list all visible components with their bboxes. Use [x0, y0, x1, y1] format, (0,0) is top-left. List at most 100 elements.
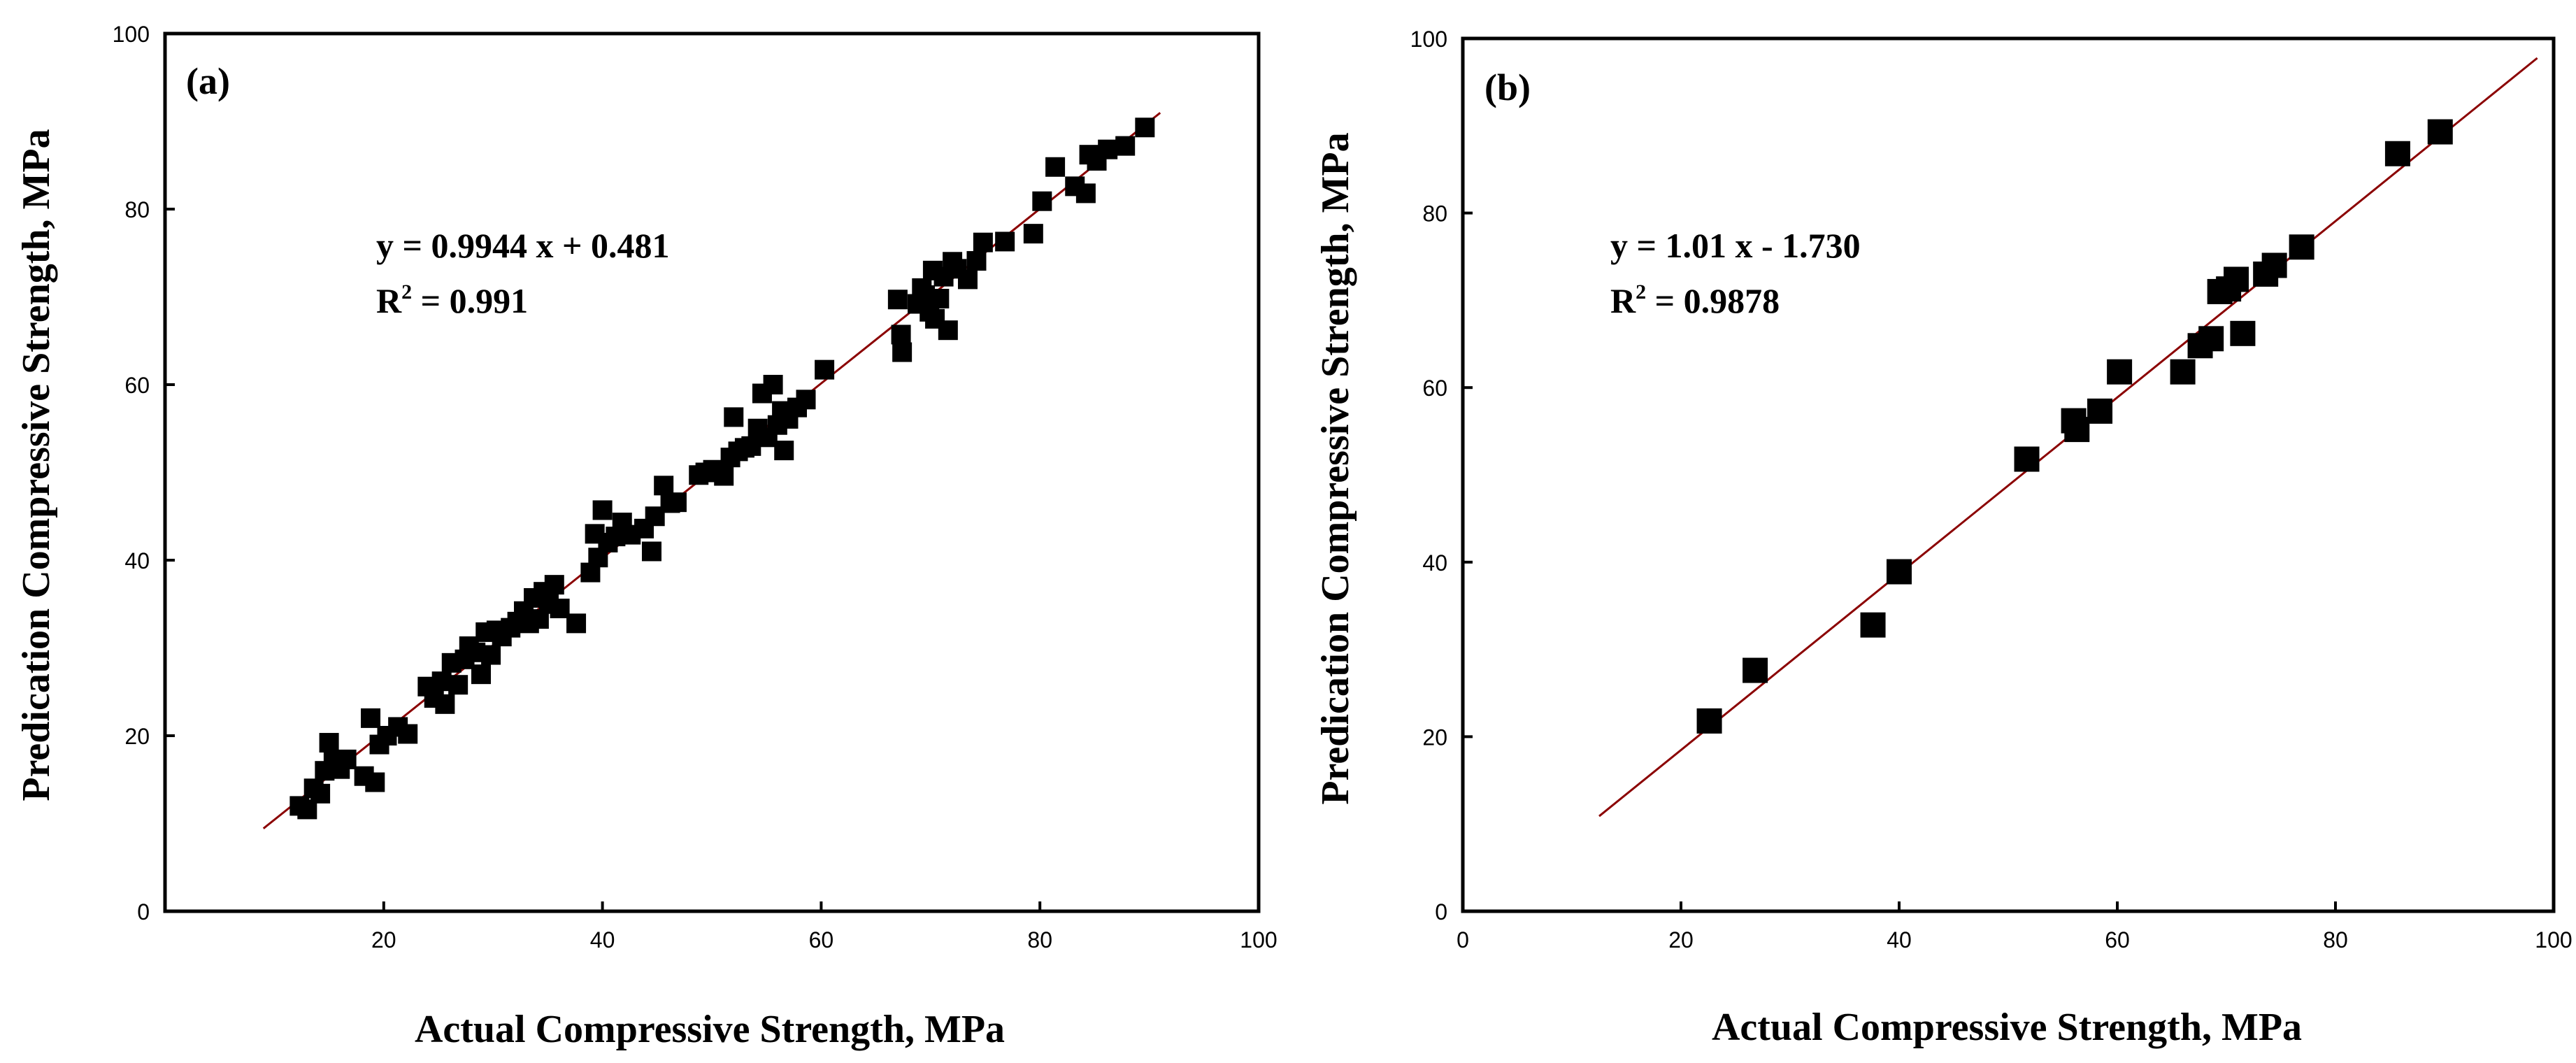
xlabel-a: Actual Compressive Strength, MPa: [415, 1008, 1005, 1051]
x-ticks-b: 0 20 40 60 80 100: [1457, 901, 2573, 953]
data-point: [2224, 266, 2249, 292]
data-point: [1887, 559, 1912, 585]
y-tick-label: 60: [1422, 376, 1447, 401]
equation-a: y = 0.9944 x + 0.481: [376, 226, 669, 265]
data-point: [654, 476, 674, 496]
data-point: [471, 664, 491, 685]
data-point: [1032, 191, 1052, 211]
xlabel-b: Actual Compressive Strength, MPa: [1712, 1006, 2302, 1049]
data-point: [448, 675, 468, 695]
data-point: [796, 390, 816, 410]
data-point: [319, 733, 339, 753]
data-point: [774, 441, 794, 461]
r-squared-b: R2 = 0.9878: [1610, 280, 1780, 320]
data-point: [1075, 183, 1096, 204]
data-point: [2064, 417, 2090, 443]
y-tick-label: 40: [1422, 550, 1447, 576]
panel-b: Predication Compressive Strength, MPa Ac…: [1314, 27, 2573, 1049]
data-point: [887, 290, 908, 310]
x-tick-label: 100: [1240, 927, 1277, 953]
data-point: [2427, 119, 2453, 145]
equation-b: y = 1.01 x - 1.730: [1610, 226, 1861, 265]
data-point: [566, 613, 587, 634]
data-point: [763, 375, 783, 394]
data-point: [995, 231, 1015, 252]
data-point: [1135, 117, 1155, 138]
data-point: [1860, 612, 1886, 638]
data-point: [891, 324, 911, 345]
data-point: [2198, 326, 2224, 352]
points-a: [289, 117, 1155, 820]
y-tick-label: 0: [137, 899, 150, 925]
data-point: [957, 269, 978, 290]
data-point: [592, 500, 613, 520]
data-point: [336, 749, 357, 769]
r2-prefix-b: R: [1610, 281, 1636, 320]
panel-label-b: (b): [1484, 66, 1531, 108]
x-tick-label: 40: [1887, 927, 1912, 953]
data-point: [966, 251, 987, 271]
points-b: [1696, 119, 2453, 734]
data-point: [714, 466, 734, 486]
data-point: [929, 289, 950, 309]
data-point: [435, 694, 455, 714]
data-point: [938, 320, 958, 341]
plot-frame-b: [1461, 36, 2556, 913]
data-point: [550, 599, 570, 619]
y-tick-label: 80: [124, 197, 150, 222]
data-point: [1023, 224, 1043, 244]
x-tick-label: 0: [1457, 927, 1469, 953]
data-point: [1115, 136, 1136, 156]
data-point: [666, 492, 687, 513]
data-point: [2261, 252, 2287, 278]
data-point: [365, 772, 385, 792]
y-ticks-a: 0 20 40 60 80 100: [113, 22, 175, 925]
data-point: [815, 359, 835, 380]
data-point: [741, 436, 761, 456]
ylabel-a: Predication Compressive Strength, MPa: [15, 129, 58, 801]
r2-value-a: = 0.991: [412, 281, 528, 320]
data-point: [1743, 657, 1768, 683]
data-point: [361, 708, 381, 728]
y-ticks-b: 0 20 40 60 80 100: [1410, 27, 1473, 925]
data-point: [2107, 359, 2133, 385]
x-tick-label: 60: [2105, 927, 2130, 953]
x-ticks-a: 20 40 60 80 100: [371, 901, 1278, 953]
panel-label-a: (a): [186, 60, 230, 102]
plot-frame-a: [163, 31, 1261, 913]
data-point: [1098, 139, 1118, 159]
y-tick-label: 100: [113, 22, 150, 47]
x-tick-label: 60: [809, 927, 834, 953]
y-tick-label: 80: [1422, 201, 1447, 227]
x-tick-label: 100: [2535, 927, 2572, 953]
r-squared-a: R2 = 0.991: [376, 280, 528, 320]
data-point: [892, 342, 913, 362]
data-point: [2230, 320, 2256, 346]
x-tick-label: 80: [1027, 927, 1052, 953]
data-point: [2014, 446, 2040, 472]
data-point: [431, 671, 452, 692]
y-tick-label: 100: [1410, 27, 1447, 52]
x-tick-label: 20: [371, 927, 396, 953]
x-tick-label: 20: [1668, 927, 1694, 953]
r2-prefix-a: R: [376, 281, 402, 320]
ylabel-b: Predication Compressive Strength, MPa: [1314, 132, 1357, 804]
data-point: [2087, 398, 2113, 424]
data-point: [724, 407, 744, 427]
y-tick-label: 0: [1435, 899, 1447, 925]
r2-exp-b: 2: [1636, 280, 1646, 304]
data-point: [1045, 157, 1066, 177]
r2-exp-a: 2: [401, 280, 412, 304]
data-point: [2384, 141, 2410, 166]
y-tick-label: 20: [124, 724, 150, 749]
y-tick-label: 60: [124, 373, 150, 398]
data-point: [641, 541, 661, 562]
data-point: [481, 645, 501, 665]
data-point: [2289, 234, 2314, 260]
y-tick-label: 40: [124, 548, 150, 573]
y-tick-label: 20: [1422, 725, 1447, 750]
x-tick-label: 80: [2323, 927, 2348, 953]
x-tick-label: 40: [590, 927, 615, 953]
data-point: [2170, 359, 2196, 385]
